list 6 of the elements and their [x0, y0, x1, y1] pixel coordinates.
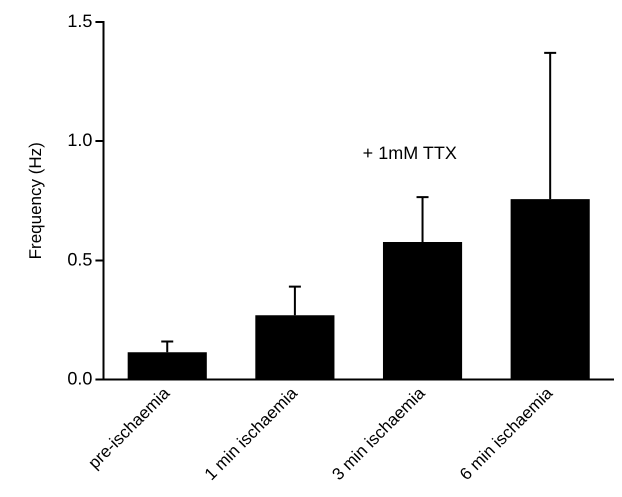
y-tick-label: 0.0: [67, 368, 92, 389]
y-tick-label: 0.5: [67, 249, 92, 270]
annotation: + 1mM TTX: [362, 143, 457, 164]
y-tick-label: 1.5: [67, 10, 92, 31]
y-tick-label: 1.0: [67, 130, 92, 150]
y-axis-title: Frequency (Hz): [26, 142, 45, 260]
